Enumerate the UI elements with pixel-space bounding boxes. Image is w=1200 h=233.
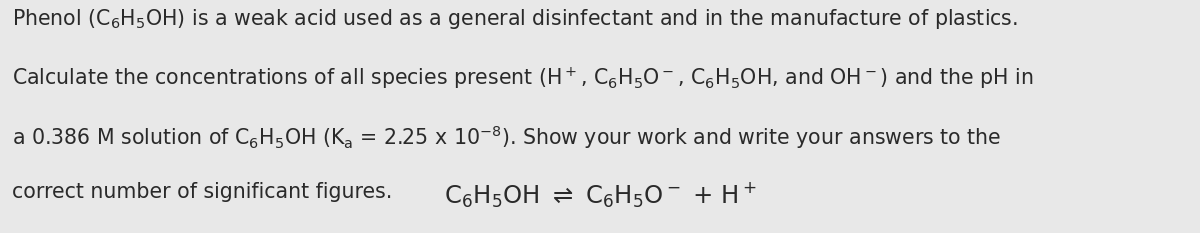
Text: correct number of significant figures.: correct number of significant figures. <box>12 182 392 202</box>
Text: $\mathregular{C_6H_5OH}$ $\rightleftharpoons$ $\mathregular{C_6H_5O^-}$ + $\math: $\mathregular{C_6H_5OH}$ $\rightleftharp… <box>444 181 756 210</box>
Text: Phenol ($\mathregular{C_6H_5OH}$) is a weak acid used as a general disinfectant : Phenol ($\mathregular{C_6H_5OH}$) is a w… <box>12 7 1018 31</box>
Text: Calculate the concentrations of all species present ($\mathregular{H^+}$, $\math: Calculate the concentrations of all spec… <box>12 65 1033 91</box>
Text: a 0.386 M solution of $\mathregular{C_6H_5OH}$ ($\mathregular{K_a}$ = 2.25 x $\m: a 0.386 M solution of $\mathregular{C_6H… <box>12 123 1001 151</box>
